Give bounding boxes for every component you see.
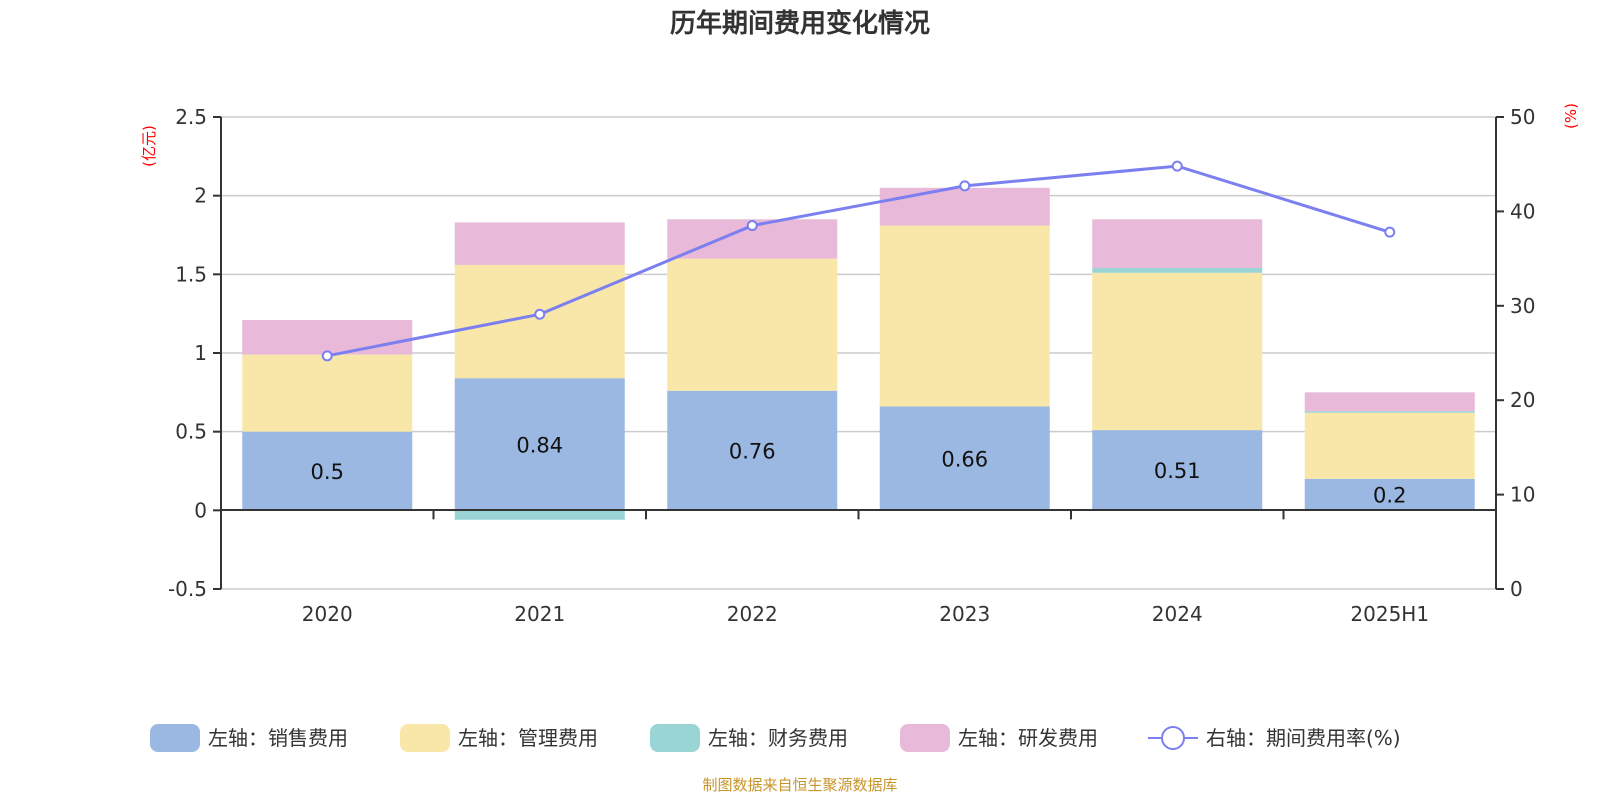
rate-point [534,308,546,320]
gridlines [221,116,1496,590]
legend-label: 左轴：研发费用 [958,726,1098,750]
bar-segment [1092,272,1263,431]
right-tick-label: 0 [1510,577,1523,601]
right-tick-label: 50 [1510,105,1535,129]
left-axis-unit: (亿元) [140,125,158,167]
left-tick-label: 1 [194,341,207,365]
bar-segment [1092,219,1263,269]
bar-segment [242,354,413,432]
bar-segment [242,319,413,355]
right-tick-label: 20 [1510,388,1535,412]
right-tick-label: 40 [1510,199,1535,223]
bar-segment [667,390,838,511]
rate-point [1171,160,1183,172]
bar-segment [879,225,1050,407]
category-label: 2024 [1152,602,1203,626]
bar-segment [242,431,413,511]
rate-point [746,220,758,232]
bar-segment [454,510,625,520]
category-label: 2023 [939,602,990,626]
legend-swatch [650,724,700,752]
bar-segment [1092,268,1263,273]
rate-line [321,160,1396,362]
category-label: 2021 [514,602,565,626]
legend-label: 左轴：销售费用 [208,726,348,750]
bar-segment [879,406,1050,511]
left-tick-label: 2.5 [175,105,207,129]
category-label: 2022 [727,602,778,626]
legend-swatch [400,724,450,752]
right-axis-unit: (%) [1562,103,1580,129]
bars [242,187,1475,520]
left-tick-label: 0 [194,498,207,522]
bar-segment [454,222,625,265]
left-tick-label: 1.5 [175,262,207,286]
bar-value-label: 0.51 [1154,459,1201,483]
legend-label: 左轴：财务费用 [708,726,848,750]
rate-point [959,180,971,192]
bar-value-label: 0.76 [729,440,776,464]
chart-title: 历年期间费用变化情况 [670,8,930,39]
category-label: 2025H1 [1350,602,1429,626]
bar-segment [1304,392,1475,412]
category-label: 2020 [302,602,353,626]
data-labels: 0.5 0.84 0.76 0.66 0.51 0.2 [311,433,1407,507]
right-tick-label: 30 [1510,294,1535,318]
legend: 左轴：销售费用 左轴：管理费用 左轴：财务费用 左轴：研发费用 右轴：期间费用率(%) [150,724,1401,752]
legend-swatch [900,724,950,752]
bar-segment [1304,412,1475,479]
legend-label: 左轴：管理费用 [458,726,598,750]
bar-value-label: 0.2 [1373,484,1406,508]
bar-segment [879,187,1050,226]
rate-point [321,350,333,362]
left-tick-label: 0.5 [175,420,207,444]
axes [213,116,1504,590]
left-tick-label: -0.5 [168,577,207,601]
right-tick-label: 10 [1510,483,1535,507]
rate-point [1384,226,1396,238]
bar-segment [454,378,625,511]
source-note: 制图数据来自恒生聚源数据库 [702,776,897,794]
bar-segment [1092,430,1263,511]
bar-value-label: 0.66 [941,447,988,471]
bar-segment [667,258,838,391]
bar-segment [1304,411,1475,413]
legend-marker-icon [1161,726,1185,750]
bar-value-label: 0.84 [516,433,563,457]
bar-segment [1304,478,1475,511]
left-tick-label: 2 [194,184,207,208]
legend-swatch [150,724,200,752]
bar-value-label: 0.5 [311,460,344,484]
rate-line-path [326,164,1391,358]
bar-segment [454,264,625,379]
legend-label: 右轴：期间费用率(%) [1206,726,1401,750]
